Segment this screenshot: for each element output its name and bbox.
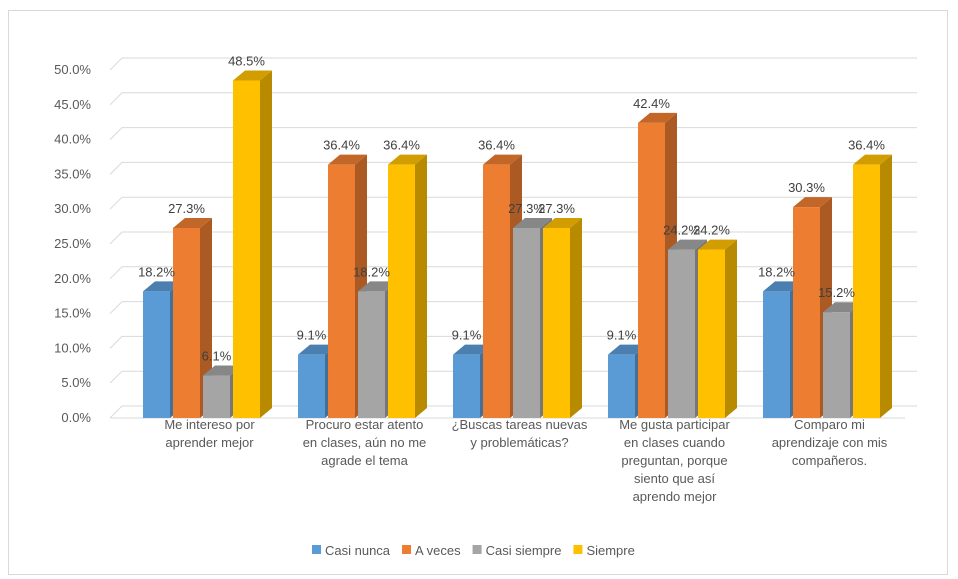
- legend-label: A veces: [415, 543, 461, 558]
- data-label: 24.2%: [693, 223, 730, 238]
- y-tick-label: 20.0%: [54, 271, 91, 286]
- chart-frame: 0.0% 5.0% 10.0% 15.0% 20.0% 25.0% 30.0% 35.0% 40…: [8, 10, 948, 575]
- data-label: 6.1%: [202, 349, 232, 364]
- category-label: Comparo mi aprendizaje con mis compañeros.: [772, 417, 888, 468]
- y-tick-label: 10.0%: [54, 340, 91, 355]
- y-tick-label: 50.0%: [54, 62, 91, 77]
- data-label: 15.2%: [818, 285, 855, 300]
- legend: Casi nunca A veces Casi siempre Siempre: [312, 543, 635, 558]
- category-label: Me gusta participar en clases cuando pregu…: [619, 417, 730, 504]
- category-label: ¿Buscas tareas nuevas y problemáticas?: [452, 417, 588, 450]
- data-label: 36.4%: [848, 138, 885, 153]
- bar: [543, 217, 582, 418]
- legend-swatch: [573, 545, 583, 554]
- bar: [388, 154, 427, 418]
- legend-swatch: [472, 545, 482, 554]
- data-label: 36.4%: [323, 138, 360, 153]
- legend-item: Siempre: [573, 543, 635, 558]
- data-label: 48.5%: [228, 53, 265, 68]
- legend-item: Casi nunca: [312, 543, 391, 558]
- category-label: Me intereso por aprender mejor: [164, 417, 255, 450]
- legend-swatch: [312, 545, 321, 554]
- legend-label: Casi nunca: [325, 543, 391, 558]
- category-labels: Me intereso por aprender mejor Procuro est…: [164, 417, 887, 504]
- y-tick-label: 0.0%: [61, 410, 91, 425]
- category-label: Procuro estar atento en clases, aún no me…: [303, 417, 427, 468]
- bar: [233, 70, 272, 418]
- data-label: 18.2%: [353, 264, 390, 279]
- y-tick-label: 25.0%: [54, 236, 91, 251]
- y-tick-label: 35.0%: [54, 166, 91, 181]
- data-label: 9.1%: [452, 328, 482, 343]
- data-label: 9.1%: [607, 328, 637, 343]
- data-label: 36.4%: [478, 138, 515, 153]
- bar: [853, 154, 892, 418]
- y-tick-label: 40.0%: [54, 132, 91, 147]
- y-axis-ticks: 0.0% 5.0% 10.0% 15.0% 20.0% 25.0% 30.0% 35.0% 40…: [54, 62, 91, 425]
- bar: [698, 239, 737, 418]
- gridline: [109, 57, 917, 71]
- data-label: 42.4%: [633, 96, 670, 111]
- data-label: 27.3%: [538, 201, 575, 216]
- gridline: [109, 92, 917, 106]
- legend-label: Casi siempre: [486, 543, 562, 558]
- y-tick-label: 15.0%: [54, 306, 91, 321]
- bar-chart: 0.0% 5.0% 10.0% 15.0% 20.0% 25.0% 30.0% 35.0% 40…: [54, 53, 917, 558]
- legend-label: Siempre: [586, 543, 634, 558]
- y-tick-label: 5.0%: [61, 375, 91, 390]
- legend-item: A veces: [402, 543, 461, 558]
- data-label: 24.2%: [663, 223, 700, 238]
- data-label: 18.2%: [758, 264, 795, 279]
- data-label: 30.3%: [788, 180, 825, 195]
- bar: [173, 217, 212, 418]
- data-label: 27.3%: [508, 201, 545, 216]
- legend-item: Casi siempre: [472, 543, 562, 558]
- data-labels: 18.2% 27.3% 6.1% 48.5% 9.1% 36.4% 18.2% 36.4% 9.…: [138, 53, 885, 363]
- y-tick-label: 45.0%: [54, 97, 91, 112]
- data-label: 9.1%: [297, 328, 327, 343]
- data-label: 36.4%: [383, 138, 420, 153]
- legend-swatch: [402, 545, 412, 554]
- data-label: 27.3%: [168, 201, 205, 216]
- y-tick-label: 30.0%: [54, 201, 91, 216]
- bars: [143, 70, 892, 419]
- data-label: 18.2%: [138, 264, 175, 279]
